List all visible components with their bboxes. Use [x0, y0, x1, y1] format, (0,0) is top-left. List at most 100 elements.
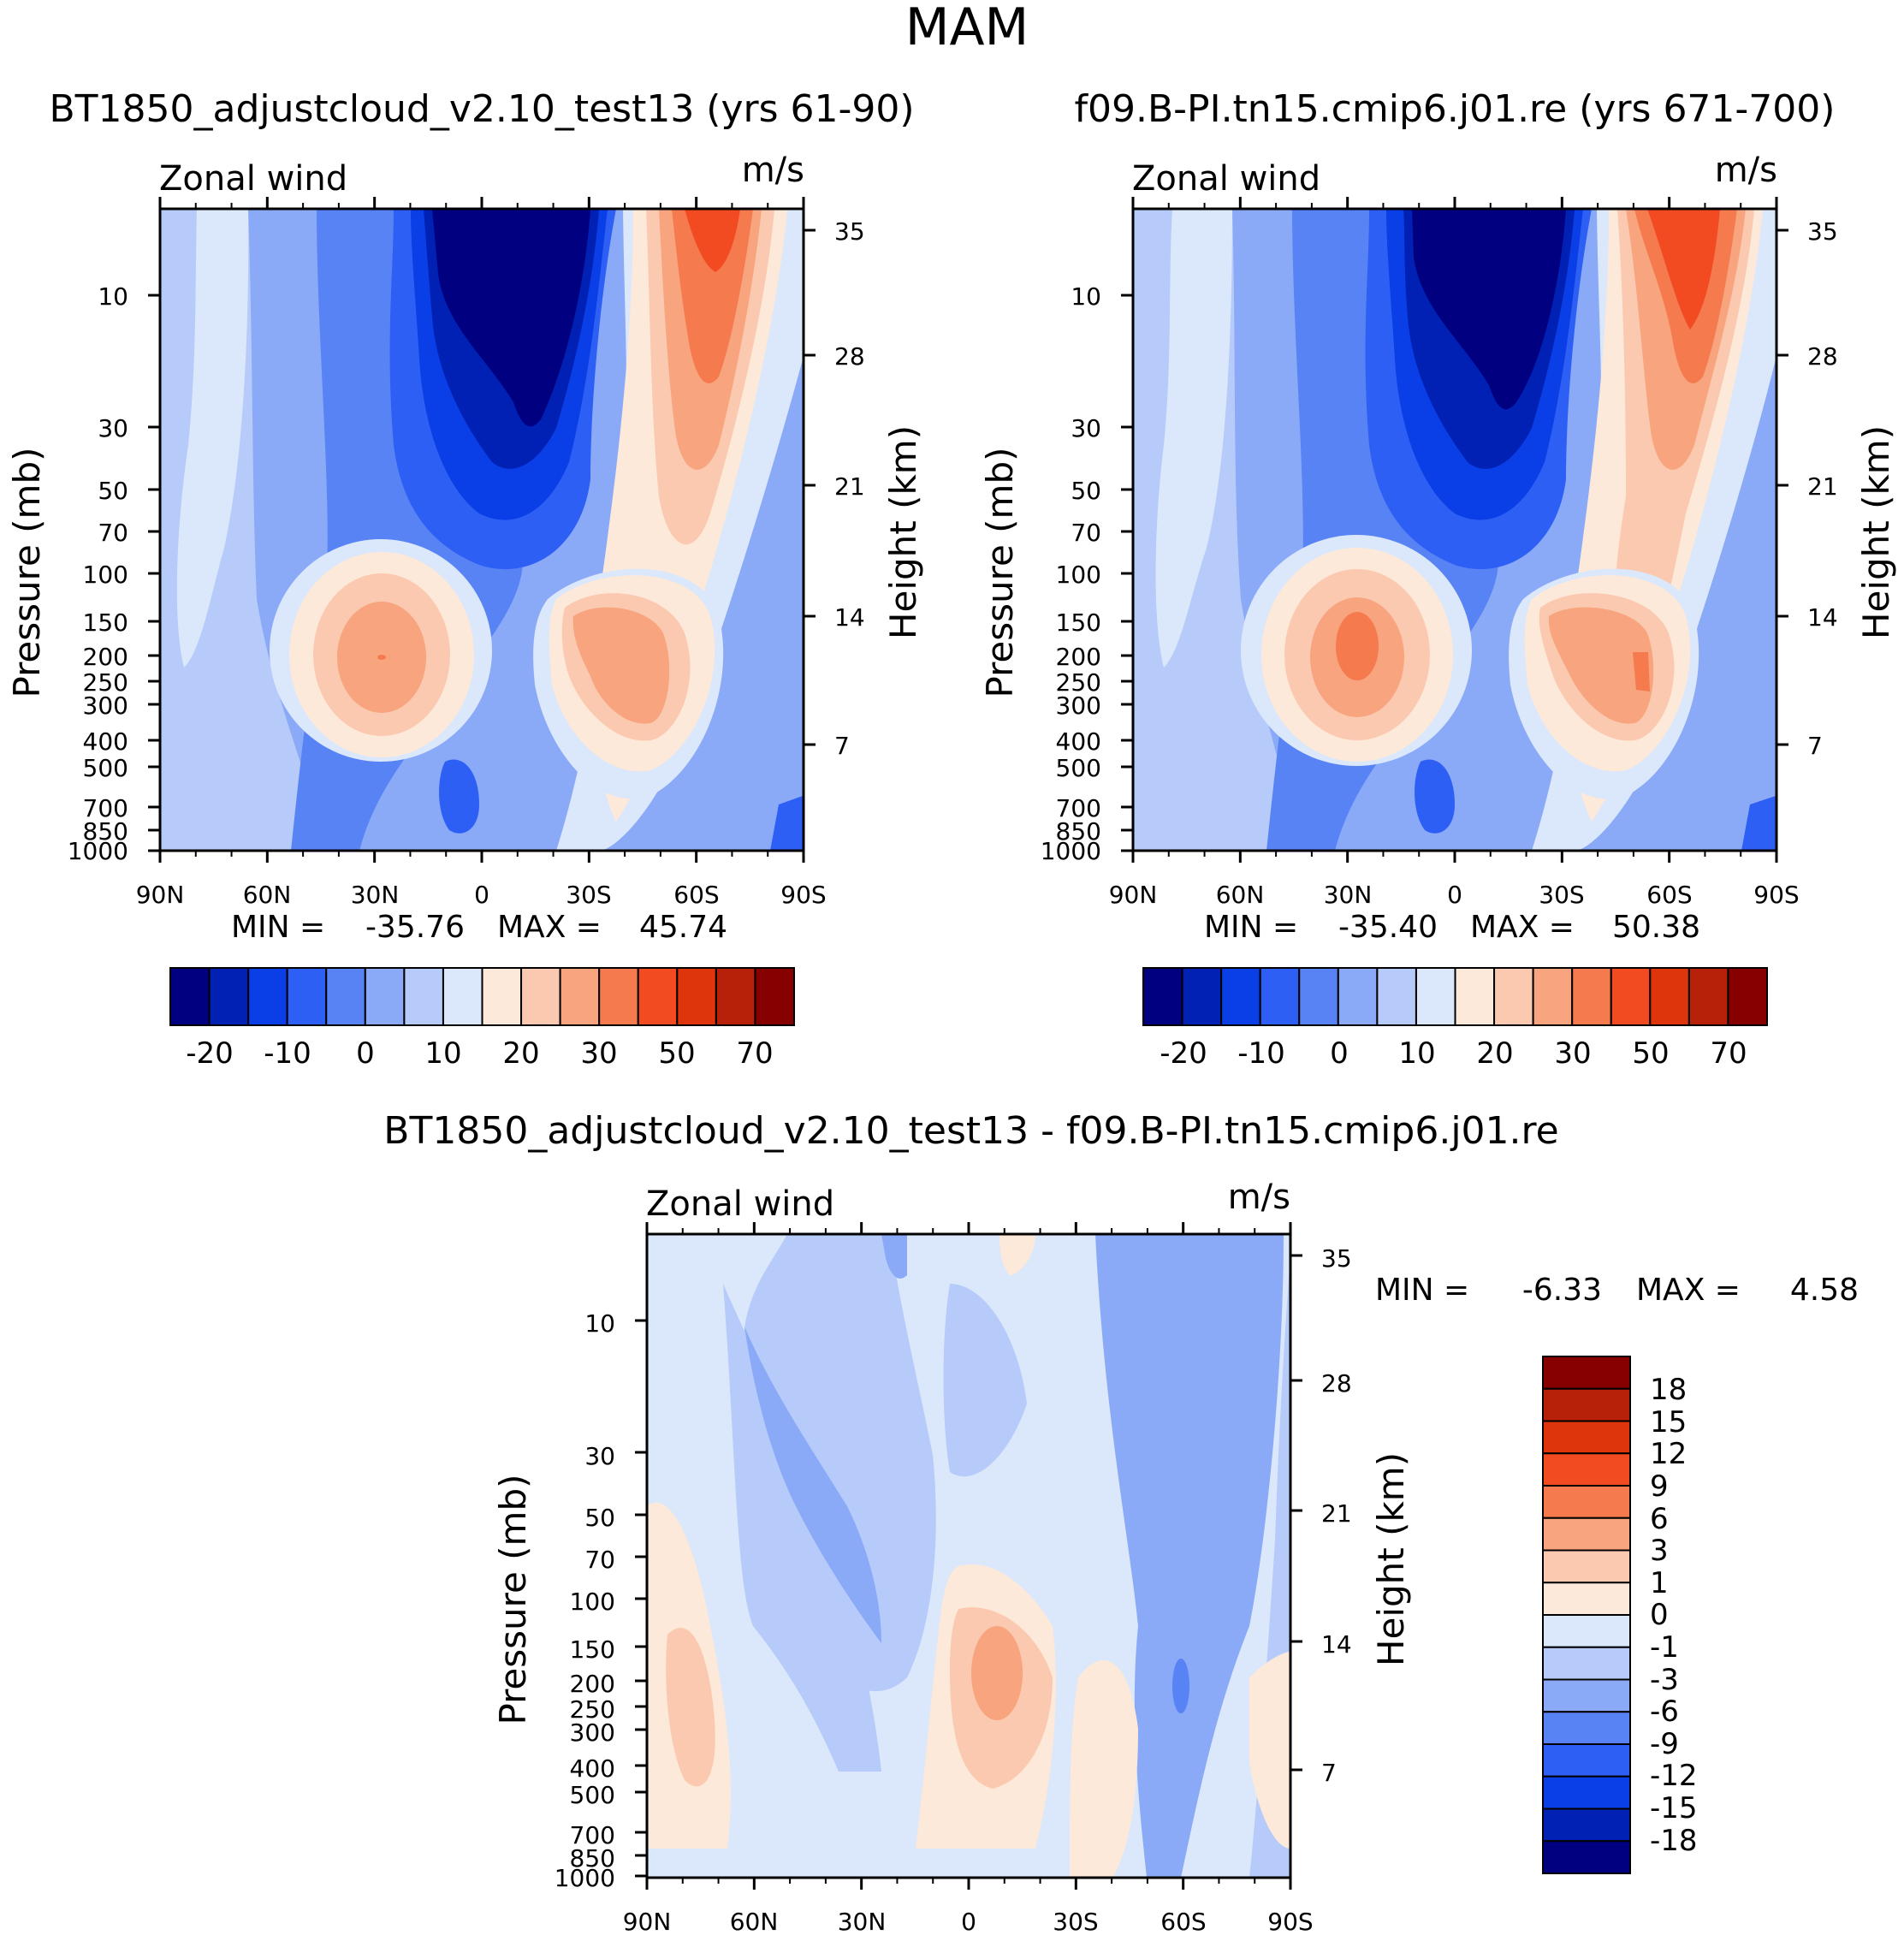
- panel-c-right-label: Height (km): [1370, 1452, 1412, 1666]
- cbarA-box-0: [169, 967, 211, 1026]
- panel-c-cbar-label-12: -9: [1650, 1727, 1679, 1761]
- panel-c-units: m/s: [1228, 1178, 1290, 1217]
- cbarC-box-9: [1542, 1646, 1631, 1681]
- panel-c-band-pos-1-nh: [666, 1628, 715, 1787]
- cbarC-box-15: [1542, 1840, 1631, 1874]
- panel-a-ytick-70: 70: [98, 519, 128, 547]
- panel-b-cbar-label-2: -10: [1237, 1036, 1285, 1071]
- panel-a-cbar-label-2: -10: [264, 1036, 311, 1071]
- panel-b-ytick-700: 700: [1056, 794, 1101, 822]
- panel-c-band-neg-3-nh: [744, 1327, 881, 1643]
- panel-c-ytick-50: 50: [584, 1504, 615, 1532]
- panel-c-xtick-90n: 90N: [623, 1908, 672, 1935]
- panel-c-max-value: 4.58: [1790, 1273, 1859, 1308]
- panel-c-yticks: 10 30 50 70 100 150 200 250 300 400 500 …: [555, 1309, 615, 1892]
- panel-b-band-jet-nh-core: [1336, 612, 1379, 680]
- panel-c-ytick-500: 500: [570, 1781, 615, 1809]
- panel-c-ytick-700: 700: [570, 1821, 615, 1849]
- panel-a-rtick-14: 14: [834, 603, 865, 632]
- panel-a: BT1850_adjustcloud_v2.10_test13 (yrs 61-…: [6, 87, 924, 1071]
- panel-a-xtick-60n: 60N: [243, 881, 292, 909]
- cbarB-box-6: [1376, 967, 1417, 1026]
- cbarC-box-14: [1542, 1807, 1631, 1843]
- panel-a-variable: Zonal wind: [159, 159, 347, 199]
- panel-b-yticks: 10 30 50 70 100 150 200 250 300 400 500 …: [1041, 282, 1101, 865]
- panel-a-cbar-label-8: 70: [736, 1036, 773, 1071]
- axis-tick-marks: [148, 197, 1788, 1890]
- panel-c-cbar-label-8: 0: [1650, 1598, 1669, 1632]
- panel-a-ytick-200: 200: [83, 643, 128, 671]
- cbarA-box-14: [715, 967, 756, 1026]
- cbarB-box-9: [1493, 967, 1534, 1026]
- panel-c-xtick-30n: 30N: [838, 1908, 887, 1935]
- panel-a-ytick-700: 700: [83, 794, 128, 822]
- panel-c-min-value: -6.33: [1522, 1273, 1602, 1308]
- panel-c-cbar-label-9: -1: [1650, 1630, 1679, 1665]
- panel-c-cbar-label-14: -15: [1650, 1791, 1698, 1825]
- cbarB-box-11: [1571, 967, 1612, 1026]
- panel-c-xticks: 90N 60N 30N 0 30S 60S 90S: [623, 1908, 1314, 1935]
- panel-c-ytick-850: 850: [570, 1844, 615, 1873]
- panel-b-cbar-label-7: 50: [1632, 1036, 1669, 1071]
- panel-c-rticks: 35 28 21 14 7: [1321, 1244, 1352, 1787]
- panel-c-ytick-250: 250: [570, 1695, 615, 1724]
- panel-b-title: f09.B-PI.tn15.cmip6.j01.re (yrs 671-700): [1075, 87, 1836, 131]
- panel-a-contours: [160, 209, 804, 851]
- panel-b-ytick-500: 500: [1056, 754, 1101, 782]
- panel-a-xtick-30n: 30N: [351, 881, 400, 909]
- panel-c-rtick-35: 35: [1321, 1244, 1352, 1273]
- panel-a-band-jet-nh-core: [377, 655, 386, 660]
- panel-c-xtick-60s: 60S: [1160, 1908, 1206, 1935]
- cbarA-box-3: [286, 967, 328, 1026]
- panel-c-band-neg-3-sh: [1095, 1234, 1284, 1878]
- panel-c-cbar-label-13: -12: [1650, 1759, 1698, 1793]
- panel-c: BT1850_adjustcloud_v2.10_test13 - f09.B-…: [383, 1109, 1859, 1935]
- panel-b-band-polar-surface: [1741, 796, 1776, 851]
- panel-b-xtick-60s: 60S: [1646, 881, 1692, 909]
- cbarA-box-4: [325, 967, 366, 1026]
- panel-a-xticks: 90N 60N 30N 0 30S 60S 90S: [136, 881, 827, 909]
- panel-a-xtick-60s: 60S: [673, 881, 719, 909]
- panel-c-min-label: MIN =: [1375, 1273, 1469, 1308]
- panel-a-rtick-21: 21: [834, 472, 865, 501]
- panel-b-rtick-35: 35: [1807, 217, 1838, 246]
- panel-c-cbar-label-1: 18: [1650, 1373, 1687, 1407]
- panel-c-cbar-label-4: 9: [1650, 1469, 1669, 1504]
- panel-b-ytick-70: 70: [1071, 519, 1101, 547]
- panel-b-ylabel: Pressure (mb): [979, 447, 1021, 697]
- panel-a-units: m/s: [742, 151, 804, 190]
- panel-c-cbar-label-5: 6: [1650, 1502, 1669, 1536]
- panel-a-cbar-label-1: -20: [186, 1036, 234, 1071]
- panel-a-cbar-label-4: 10: [424, 1036, 461, 1071]
- cbarB-box-0: [1142, 967, 1183, 1026]
- cbarA-box-10: [559, 967, 601, 1026]
- panel-c-ytick-400: 400: [570, 1754, 615, 1783]
- panel-b-band-jet-sh-core: [1633, 652, 1650, 691]
- cbarC-box-10: [1542, 1678, 1631, 1713]
- panel-a-ylabel: Pressure (mb): [6, 447, 48, 697]
- panel-a-band-polar-surface: [770, 796, 803, 851]
- panel-b-rtick-28: 28: [1807, 342, 1838, 371]
- panel-b-ytick-400: 400: [1056, 727, 1101, 756]
- cbarB-box-5: [1337, 967, 1379, 1026]
- panel-a-ytick-30: 30: [98, 414, 128, 442]
- panel-b-band-westerly-sh-core: [1647, 209, 1720, 329]
- panel-a-ytick-10: 10: [98, 282, 128, 311]
- panel-a-rticks: 35 28 21 14 7: [834, 217, 865, 760]
- panel-b-xtick-eq: 0: [1447, 881, 1462, 909]
- panel-a-band-jet-sh-3: [572, 607, 670, 724]
- panel-b-cbar-label-8: 70: [1710, 1036, 1747, 1071]
- panel-b-min-value: -35.40: [1338, 910, 1438, 945]
- cbarB-box-4: [1298, 967, 1339, 1026]
- panel-b-variable: Zonal wind: [1132, 159, 1320, 199]
- panel-c-band-neg-3-top: [881, 1234, 907, 1279]
- panel-c-xtick-90s: 90S: [1267, 1908, 1313, 1935]
- cbarC-box-1: [1542, 1387, 1631, 1422]
- panel-c-band-pos-0-top: [999, 1234, 1035, 1275]
- panel-a-ytick-300: 300: [83, 691, 128, 720]
- panel-c-band-pos-0-sh: [1070, 1660, 1138, 1878]
- panel-b-right-label: Height (km): [1855, 425, 1897, 639]
- panel-a-cbar-label-6: 30: [580, 1036, 617, 1071]
- panel-a-rtick-35: 35: [834, 217, 865, 246]
- panel-c-ytick-30: 30: [584, 1442, 615, 1470]
